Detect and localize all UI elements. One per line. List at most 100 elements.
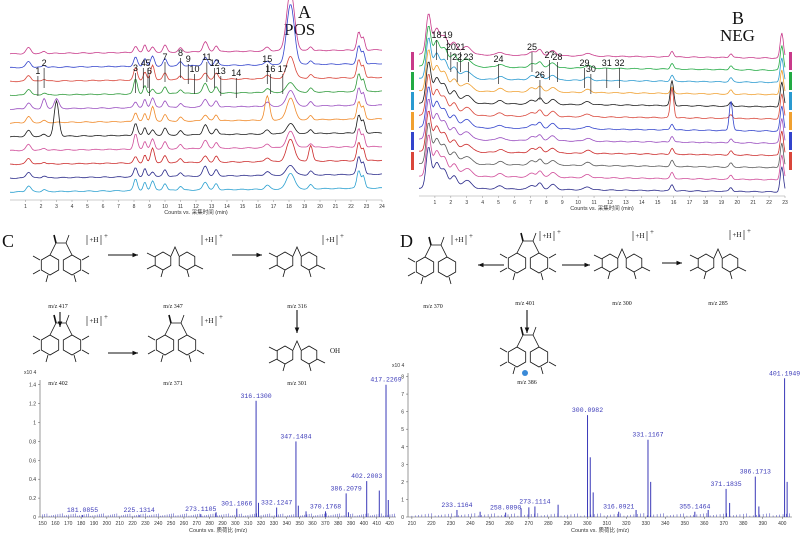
trace-color-bar-left	[411, 132, 414, 150]
x-tick-label: 5	[497, 200, 500, 206]
x-tick-label: 7	[529, 200, 532, 206]
x-tick-label: 280	[544, 521, 553, 527]
ion-label: +H	[635, 232, 644, 240]
x-tick-label: 360	[308, 521, 317, 527]
benzene-ring	[177, 334, 197, 356]
x-tick-label: 9	[561, 200, 564, 206]
y-tick-label: 4	[401, 445, 404, 451]
x-tick-label: 15	[655, 200, 661, 206]
methyl-wedge	[520, 232, 524, 242]
peak-label-1: 1	[35, 66, 40, 76]
y-tick-label: 1.4	[29, 383, 36, 389]
x-tick-label: 340	[283, 521, 292, 527]
x-tick-label: 210	[408, 521, 417, 527]
x-tick-label: 13	[209, 204, 215, 210]
x-tick-label: 310	[244, 521, 253, 527]
peak-label-9: 9	[186, 54, 191, 64]
chromatogram-trace	[418, 25, 786, 71]
methoxy-bond	[73, 354, 77, 363]
methoxy-bond	[32, 269, 41, 275]
methoxy-bond	[268, 346, 278, 352]
x-tick-label: 260	[180, 521, 189, 527]
x-tick-label: 24	[379, 204, 385, 210]
x-axis-title: Counts vs. 采集时间 (min)	[164, 208, 228, 216]
methoxy-bond	[268, 252, 278, 258]
x-tick-label: 7	[117, 204, 120, 210]
methoxy-bond	[593, 266, 603, 272]
peak-mz-label: 316.1300	[240, 393, 271, 400]
chromatogram-trace	[419, 61, 786, 108]
x-tick-label: 4	[71, 204, 74, 210]
x-tick-label: 13	[623, 200, 629, 206]
x-tick-label: 5	[86, 204, 89, 210]
x-tick-label: 22	[348, 204, 354, 210]
trace-color-bar-left	[411, 72, 414, 90]
ion-label-plus: +	[219, 313, 223, 321]
chromatogram-trace	[9, 128, 383, 152]
peak-mz-label: 233.1164	[441, 502, 472, 509]
x-tick-label: 270	[193, 521, 202, 527]
methoxy-bond	[45, 274, 49, 283]
cyclooctadiene-bridge	[516, 334, 540, 348]
methoxy-bond	[147, 349, 156, 355]
ion-label-plus: +	[747, 227, 751, 235]
trace-color-bar-right	[789, 112, 792, 130]
x-tick-label: 180	[77, 521, 86, 527]
peak-label-13: 13	[216, 66, 226, 76]
chromatogram-trace	[419, 147, 786, 193]
ion-label: +H	[325, 236, 334, 244]
methyl-bond	[65, 314, 70, 324]
x-tick-label: 240	[154, 521, 163, 527]
y-tick-label: 0.2	[29, 496, 36, 502]
peak-mz-label: 355.1464	[679, 504, 710, 511]
x-tick-label: 8	[133, 204, 136, 210]
peak-mz-label: 316.0921	[603, 504, 634, 511]
methoxy-bond	[196, 349, 205, 355]
trace-color-bar-left	[411, 52, 414, 70]
x-tick-label: 18	[703, 200, 709, 206]
methoxy-bond	[81, 335, 90, 341]
chromatogram-trace	[9, 138, 383, 166]
methoxy-bond	[73, 274, 77, 283]
panel-a-letter: A	[298, 2, 311, 22]
methoxy-bond	[737, 266, 747, 272]
methoxy-bond	[32, 349, 41, 355]
chromatogram-trace	[418, 134, 786, 181]
methoxy-bond	[81, 269, 90, 275]
x-tick-label: 17	[687, 200, 693, 206]
peak-label-16: 16	[265, 64, 275, 74]
methoxy-bond	[146, 252, 156, 258]
peak-mz-label: 370.1768	[310, 503, 341, 510]
cyclooctadiene-bridge	[49, 242, 73, 256]
benzene-ring	[40, 334, 60, 356]
benzene-ring	[437, 256, 457, 278]
methoxy-bond	[512, 366, 516, 375]
cyclooctadiene-bridge	[49, 322, 73, 336]
x-tick-label: 15	[240, 204, 246, 210]
x-tick-label: 2	[40, 204, 43, 210]
chromatogram-trace	[9, 99, 383, 138]
chromatogram-trace	[9, 73, 383, 96]
x-tick-label: 21	[333, 204, 339, 210]
peak-label-3: 3	[133, 63, 138, 73]
fragmentation-pathway-d: m/z 370 +H + m/z 401 +H + m/z 300 +H + m/z 285 +H +…	[407, 227, 751, 386]
x-tick-label: 9	[148, 204, 151, 210]
peak-label-2: 2	[42, 58, 47, 68]
x-tick-label: 23	[782, 200, 788, 206]
x-tick-label: 10	[575, 200, 581, 206]
ion-label: +H	[204, 236, 213, 244]
peak-mz-label: 417.2269	[370, 377, 401, 384]
ion-label-plus: +	[557, 228, 561, 236]
chromatogram-trace	[9, 0, 383, 55]
methoxy-bond	[407, 271, 416, 277]
x-tick-label: 150	[38, 521, 47, 527]
x-tick-label: 6	[102, 204, 105, 210]
arrow-c-402-371-head	[132, 350, 138, 356]
ion-label: +H	[89, 236, 98, 244]
peak-label-14: 14	[231, 68, 241, 78]
methoxy-bond	[407, 257, 416, 263]
arrow-d-401-300-head	[584, 262, 590, 268]
peak-mz-label: 273.1114	[519, 498, 550, 505]
benzene-ring	[507, 252, 527, 274]
arrow-d-401-370-head	[478, 262, 484, 268]
